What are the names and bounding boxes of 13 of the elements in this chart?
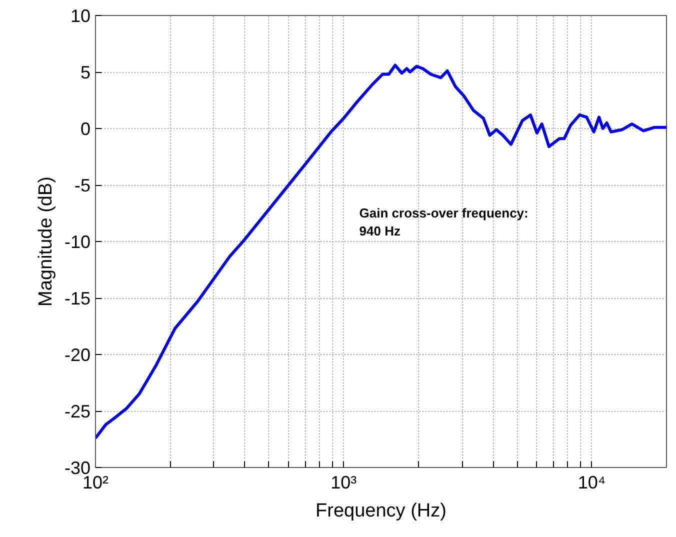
x-tick-label: 10⁴ [578, 472, 606, 492]
y-tick-label: -20 [64, 345, 90, 365]
y-tick-label: -10 [64, 232, 90, 252]
y-tick-label: -5 [74, 176, 91, 196]
y-tick-label: 10 [70, 6, 91, 26]
y-tick-label: 5 [80, 62, 91, 82]
x-tick-label: 10³ [330, 472, 357, 492]
x-axis-title: Frequency (Hz) [316, 500, 446, 522]
annotation: Gain cross-over frequency: 940 Hz [359, 205, 528, 238]
y-axis-title: Magnitude (dB) [35, 176, 56, 306]
y-tick-label: -25 [64, 402, 90, 422]
y-tick-label: 0 [80, 119, 91, 139]
y-tick-label: -15 [64, 288, 90, 308]
